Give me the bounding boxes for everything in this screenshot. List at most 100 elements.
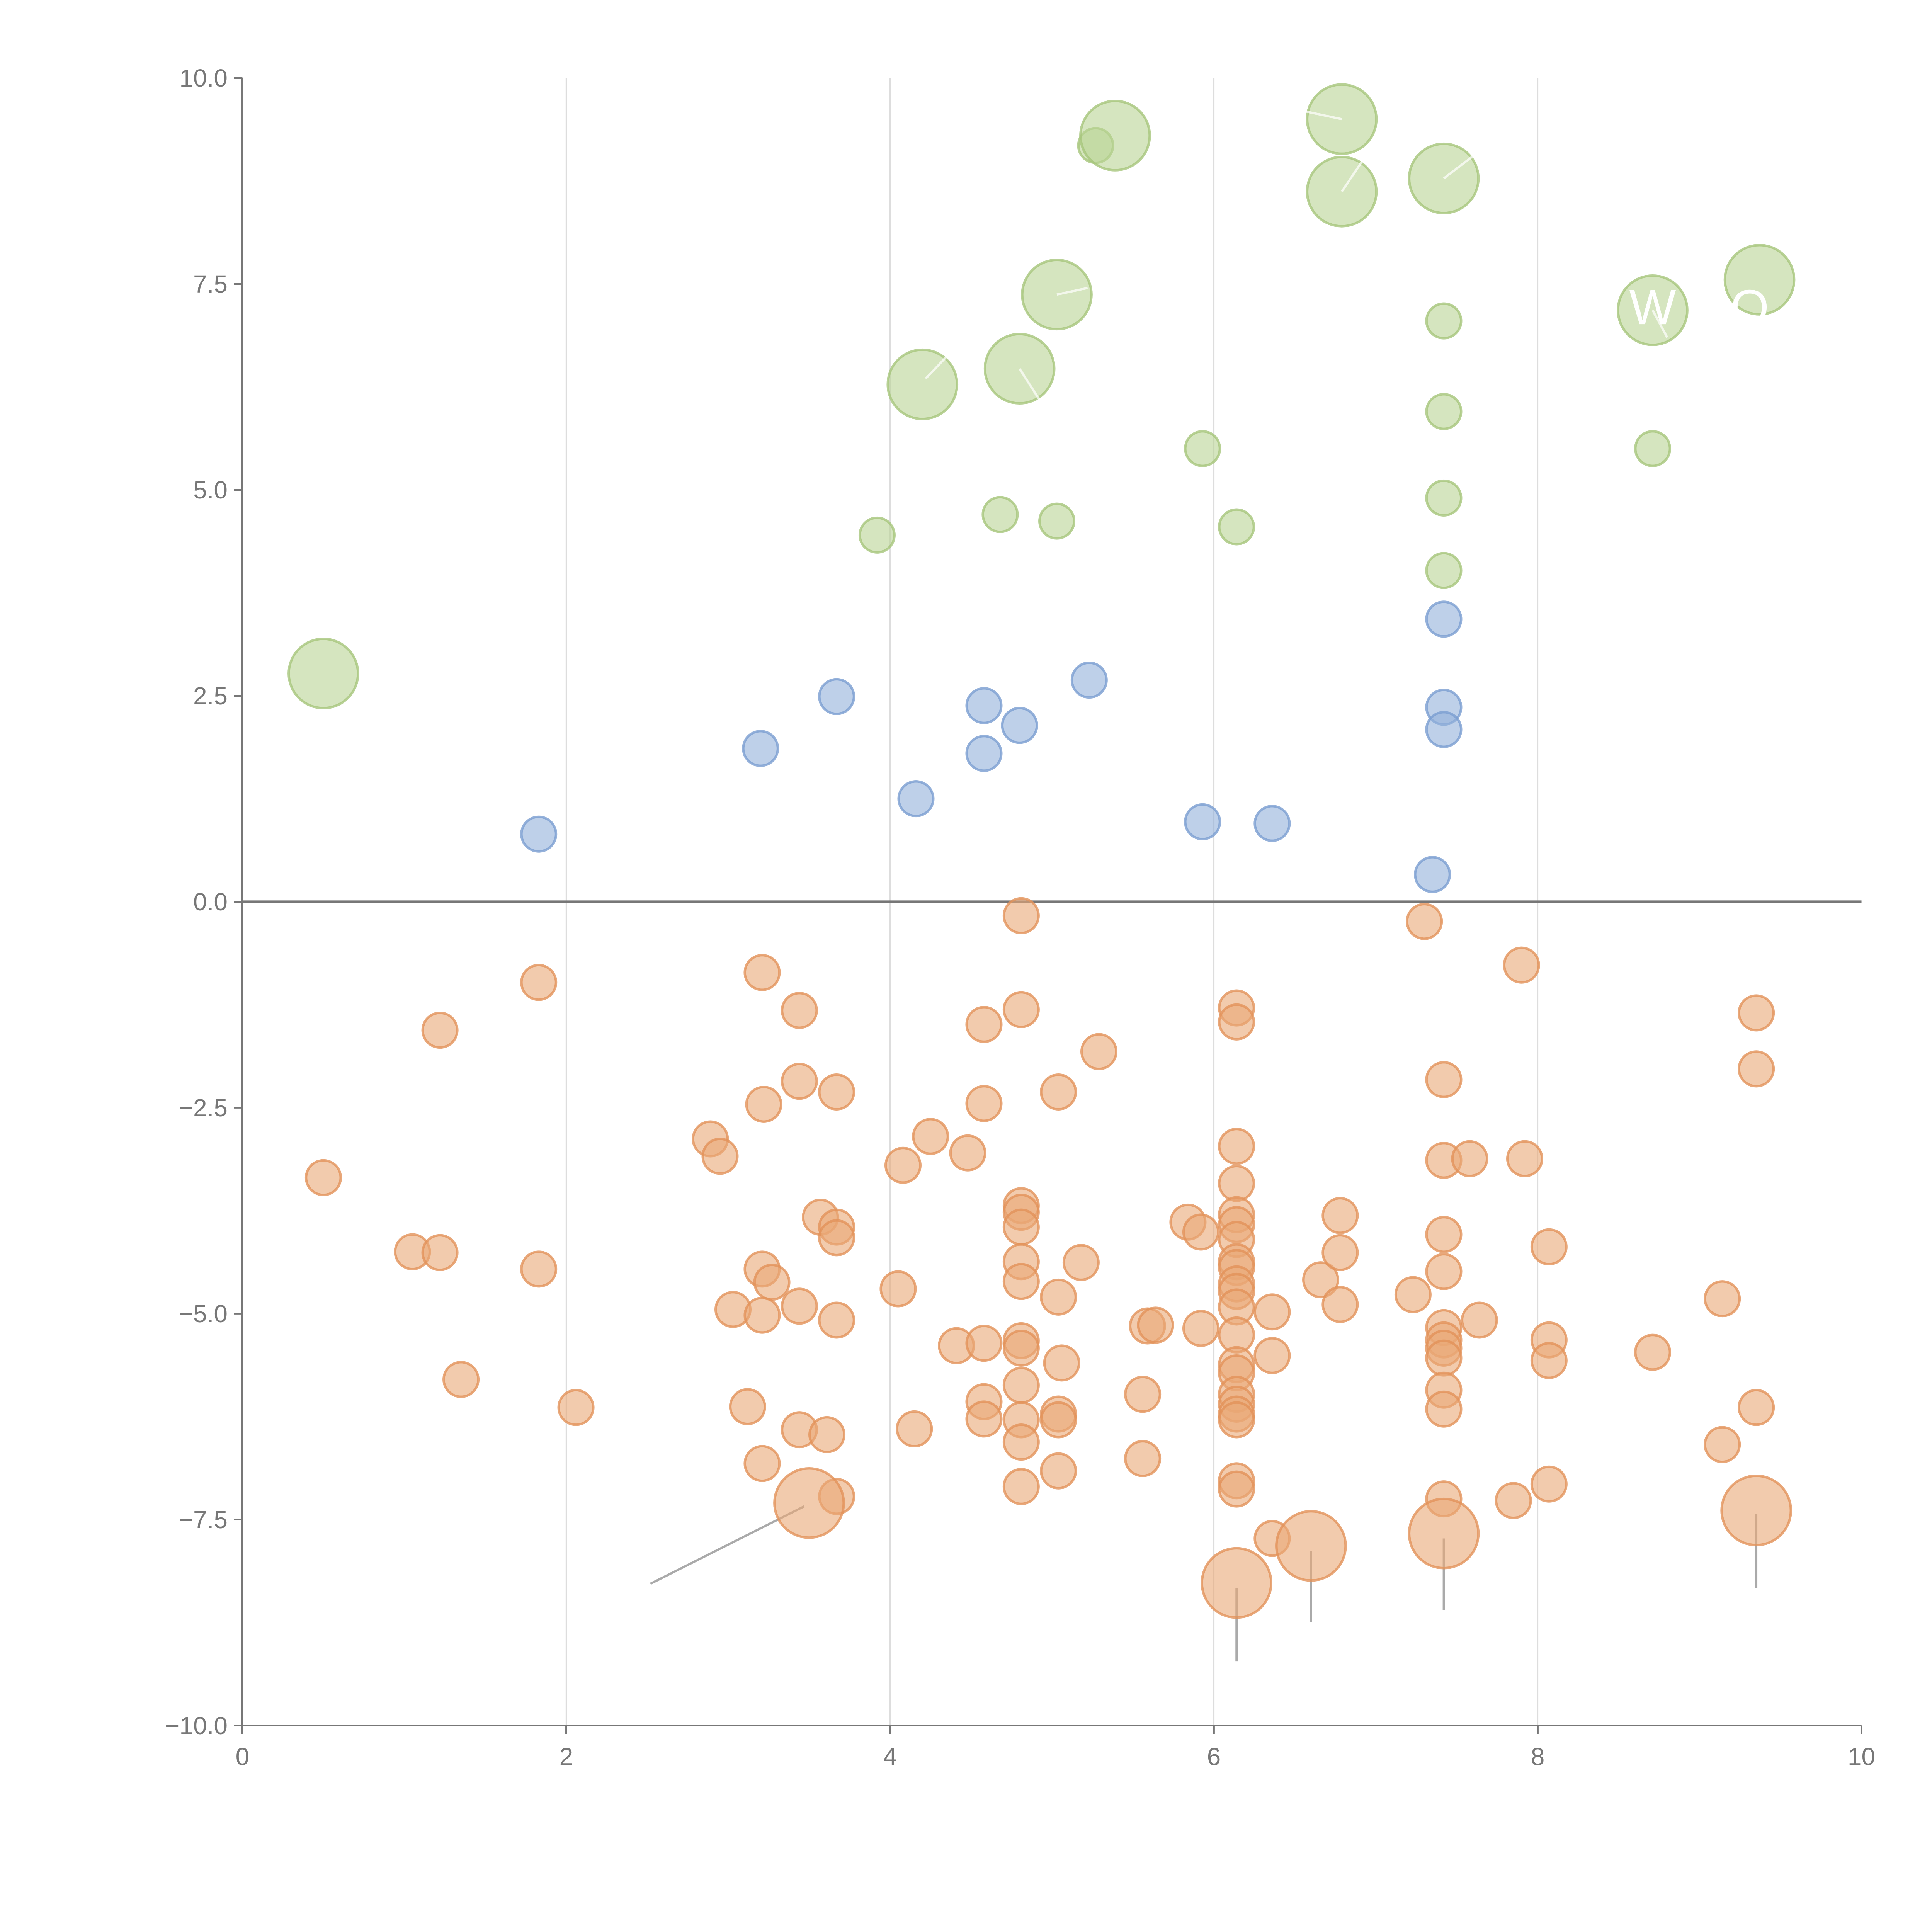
data-point-orange bbox=[1321, 1286, 1359, 1323]
data-point-orange bbox=[743, 1296, 781, 1334]
data-point-green bbox=[1021, 259, 1093, 331]
data-point-orange bbox=[1275, 1510, 1347, 1582]
data-point-orange bbox=[1124, 1440, 1162, 1477]
data-point-orange bbox=[1738, 994, 1775, 1032]
data-point-blue bbox=[897, 780, 935, 818]
data-point-green bbox=[1425, 302, 1463, 340]
data-point-orange bbox=[1253, 1293, 1291, 1331]
data-point-orange bbox=[1530, 1465, 1568, 1503]
y-tick-label: 5.0 bbox=[193, 476, 228, 504]
data-point-orange bbox=[1530, 1228, 1568, 1265]
x-tick-label: 0 bbox=[236, 1743, 250, 1770]
data-point-blue bbox=[965, 687, 1003, 724]
data-point-orange bbox=[1218, 1165, 1255, 1202]
data-point-orange bbox=[421, 1012, 459, 1049]
data-point-orange bbox=[781, 1063, 818, 1100]
data-point-orange bbox=[753, 1264, 791, 1301]
data-point-orange bbox=[743, 1445, 781, 1482]
data-point-green bbox=[1038, 502, 1076, 540]
x-tick-label: 8 bbox=[1531, 1743, 1545, 1770]
data-point-blue bbox=[1001, 707, 1038, 744]
data-point-orange bbox=[879, 1270, 917, 1308]
data-point-orange bbox=[1738, 1050, 1775, 1088]
data-point-orange bbox=[1040, 1073, 1077, 1111]
data-point-orange bbox=[1321, 1197, 1359, 1234]
data-point-orange bbox=[896, 1410, 933, 1447]
point-label: O bbox=[1731, 280, 1769, 335]
data-point-green bbox=[981, 496, 1019, 533]
data-point-orange bbox=[781, 992, 818, 1029]
data-point-orange bbox=[1002, 1423, 1040, 1461]
data-point-blue bbox=[1425, 711, 1463, 748]
data-point-orange bbox=[1425, 1390, 1463, 1428]
y-tick-label: −2.5 bbox=[179, 1094, 228, 1122]
annotation-line bbox=[1341, 160, 1364, 192]
data-point-orange bbox=[781, 1287, 818, 1325]
data-point-green bbox=[1723, 244, 1796, 316]
data-point-orange bbox=[912, 1118, 949, 1155]
data-point-orange bbox=[442, 1361, 480, 1398]
data-point-green bbox=[1306, 83, 1378, 155]
data-point-orange bbox=[818, 1073, 855, 1111]
annotation-line bbox=[1056, 287, 1088, 296]
data-point-orange bbox=[1495, 1482, 1532, 1519]
axes: 0 2 4 6 8 10 10.0 7.5 5.0 2.5 0.0 −2.5 −5.0 −7.5 −10.0 bbox=[165, 64, 1875, 1770]
data-point-orange bbox=[1040, 1401, 1077, 1439]
data-point-orange bbox=[1425, 1216, 1463, 1253]
annotation-line bbox=[925, 350, 952, 379]
data-point-orange bbox=[1738, 1389, 1775, 1426]
data-point-orange bbox=[884, 1146, 922, 1184]
data-point-orange bbox=[1321, 1234, 1359, 1271]
y-tick-label: 10.0 bbox=[179, 64, 228, 92]
data-point-orange bbox=[1137, 1306, 1174, 1344]
data-point-green bbox=[886, 348, 959, 420]
data-point-orange bbox=[1043, 1344, 1080, 1382]
data-point-orange bbox=[1425, 1339, 1463, 1377]
data-points bbox=[287, 83, 1796, 1619]
data-point-orange bbox=[1425, 1061, 1463, 1099]
y-tick-label: −7.5 bbox=[179, 1506, 228, 1534]
data-point-orange bbox=[1002, 1208, 1040, 1246]
data-point-orange bbox=[1182, 1213, 1219, 1251]
data-point-green bbox=[1634, 430, 1672, 468]
data-point-orange bbox=[1002, 1330, 1040, 1367]
data-point-orange bbox=[1002, 991, 1040, 1028]
data-point-orange bbox=[1451, 1140, 1488, 1177]
data-point-green bbox=[287, 638, 359, 709]
data-point-blue bbox=[1425, 600, 1463, 638]
data-point-orange bbox=[1002, 1366, 1040, 1404]
data-point-orange bbox=[1062, 1244, 1100, 1281]
data-point-orange bbox=[1040, 1452, 1077, 1490]
data-point-orange bbox=[1080, 1033, 1118, 1070]
data-point-blue bbox=[965, 735, 1003, 772]
annotation-line bbox=[1303, 110, 1342, 121]
data-point-orange bbox=[1002, 1263, 1040, 1300]
data-point-orange bbox=[745, 1085, 782, 1123]
data-point-orange bbox=[1218, 1470, 1255, 1508]
x-tick-label: 4 bbox=[883, 1743, 897, 1770]
data-point-orange bbox=[949, 1134, 986, 1172]
data-point-green bbox=[1425, 479, 1463, 517]
y-tick-label: −10.0 bbox=[165, 1712, 228, 1740]
data-point-orange bbox=[1720, 1475, 1793, 1546]
data-point-orange bbox=[965, 1400, 1003, 1438]
y-tick-label: 0.0 bbox=[193, 888, 228, 916]
data-point-orange bbox=[1201, 1547, 1272, 1619]
y-tick-label: 2.5 bbox=[193, 682, 228, 710]
data-point-orange bbox=[965, 1325, 1003, 1362]
x-tick-label: 2 bbox=[560, 1743, 573, 1770]
annotation-line bbox=[1651, 310, 1668, 338]
data-point-blue bbox=[1184, 803, 1221, 840]
data-point-orange bbox=[557, 1389, 595, 1426]
data-point-orange bbox=[729, 1388, 766, 1425]
data-point-green bbox=[1425, 552, 1463, 589]
data-point-orange bbox=[1182, 1310, 1219, 1347]
data-point-orange bbox=[1302, 1261, 1340, 1299]
data-point-orange bbox=[1218, 1003, 1255, 1041]
data-point-blue bbox=[520, 815, 558, 853]
data-point-orange bbox=[773, 1467, 845, 1539]
y-tick-label: −5.0 bbox=[179, 1300, 228, 1328]
data-point-orange bbox=[304, 1159, 342, 1196]
